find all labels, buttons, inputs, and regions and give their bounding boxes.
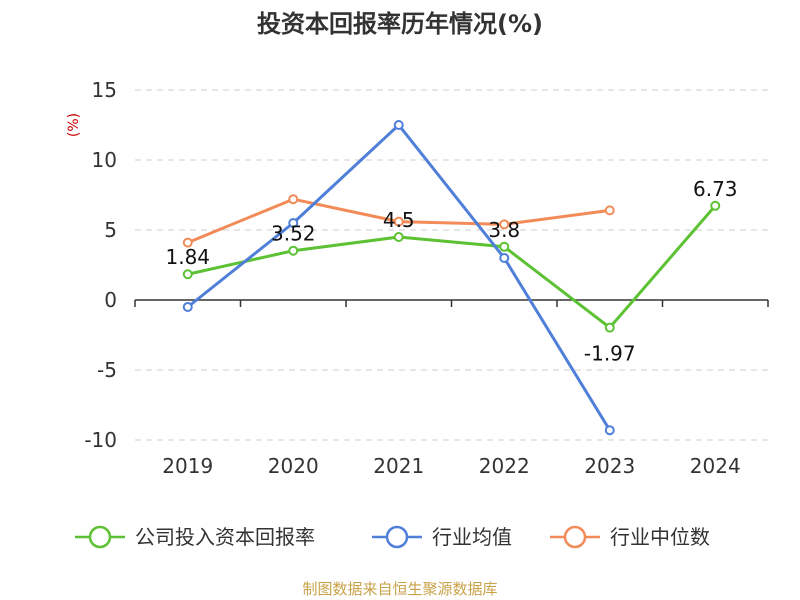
data-point — [288, 245, 299, 256]
data-label: -1.97 — [584, 342, 636, 366]
data-label: 3.52 — [271, 222, 316, 246]
x-tick-label: 2022 — [479, 454, 530, 478]
data-label: 3.8 — [488, 218, 520, 242]
data-point — [499, 241, 510, 252]
y-axis-ticks: 15 10 5 0 -5 -10 — [84, 78, 117, 452]
legend-item[interactable]: 公司投入资本回报率 — [75, 525, 315, 549]
legend-circle-icon — [88, 525, 112, 549]
data-point — [604, 322, 615, 333]
data-label: 6.73 — [693, 177, 738, 201]
data-point — [499, 219, 510, 230]
legend-label: 行业均值 — [432, 525, 512, 549]
data-point — [393, 232, 404, 242]
series-lines — [186, 123, 717, 431]
y-tick-label: 15 — [92, 78, 117, 102]
x-tick-label: 2024 — [690, 454, 741, 478]
y-tick-label: -10 — [84, 428, 117, 452]
y-tick-label: 5 — [104, 218, 117, 242]
legend: 公司投入资本回报率 行业均值 行业中位数 — [75, 525, 710, 549]
data-point — [499, 253, 510, 263]
data-point — [288, 218, 299, 228]
legend-label: 行业中位数 — [610, 525, 710, 549]
series-points — [182, 120, 721, 436]
x-tick-label: 2021 — [373, 454, 424, 478]
chart-title: 投资本回报率历年情况(%) — [257, 10, 543, 38]
legend-circle-icon — [563, 525, 587, 549]
data-point — [393, 216, 404, 227]
y-axis-unit: (%) — [66, 113, 82, 137]
data-point — [182, 237, 193, 248]
data-point — [604, 205, 615, 216]
legend-circle-icon — [385, 525, 409, 549]
legend-item[interactable]: 行业中位数 — [550, 525, 710, 549]
x-axis-ticks: 2019 2020 2021 2022 2023 2024 — [162, 454, 740, 478]
data-point — [182, 269, 193, 280]
series-line — [187, 204, 717, 330]
data-point — [182, 302, 193, 312]
legend-item[interactable]: 行业均值 — [372, 525, 512, 549]
y-tick-label: -5 — [97, 358, 117, 382]
data-point — [288, 194, 299, 205]
y-tick-label: 10 — [92, 148, 117, 172]
data-point — [393, 120, 404, 130]
legend-label: 公司投入资本回报率 — [135, 525, 315, 549]
data-label: 1.84 — [165, 245, 210, 269]
source-note: 制图数据来自恒生聚源数据库 — [302, 580, 498, 598]
data-labels: 1.84 3.52 4.5 3.8 -1.97 6.73 — [165, 177, 737, 366]
data-label: 4.5 — [383, 208, 415, 232]
x-tick-label: 2019 — [162, 454, 213, 478]
data-point — [710, 200, 721, 211]
x-tick-label: 2023 — [584, 454, 635, 478]
x-tick-label: 2020 — [268, 454, 319, 478]
data-point — [604, 425, 615, 436]
y-tick-label: 0 — [104, 288, 117, 312]
axes — [134, 299, 769, 307]
